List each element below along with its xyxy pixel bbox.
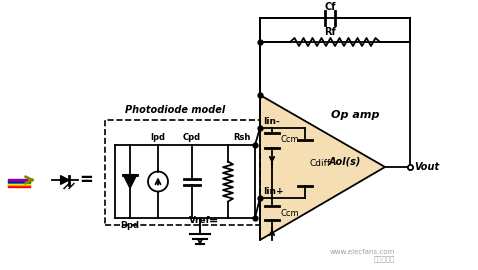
Text: Vout: Vout (414, 162, 439, 172)
Text: Op amp: Op amp (331, 110, 379, 120)
Text: Ccm: Ccm (281, 208, 300, 218)
Text: =: = (209, 216, 218, 226)
Text: Aol(s): Aol(s) (329, 157, 361, 167)
Text: Ipd: Ipd (151, 133, 165, 141)
Text: Cdiff: Cdiff (310, 158, 331, 167)
Text: Rsh: Rsh (233, 133, 250, 141)
Text: Ccm: Ccm (281, 136, 300, 144)
Polygon shape (61, 176, 69, 184)
Text: Cf: Cf (324, 2, 336, 12)
Text: =: = (79, 171, 93, 189)
Text: Iin+: Iin+ (263, 187, 283, 197)
Text: Dpd: Dpd (120, 221, 140, 231)
Text: Iin-: Iin- (263, 117, 280, 127)
Polygon shape (123, 174, 137, 188)
Text: Vref: Vref (189, 216, 211, 225)
Text: 电子发烧友: 电子发烧友 (374, 255, 395, 262)
Text: Rf: Rf (324, 27, 336, 37)
Polygon shape (260, 95, 385, 240)
Bar (105, 120, 260, 225)
Text: www.elecfans.com: www.elecfans.com (330, 249, 395, 255)
Text: Cpd: Cpd (183, 133, 201, 141)
Text: Photodiode model: Photodiode model (125, 105, 225, 115)
